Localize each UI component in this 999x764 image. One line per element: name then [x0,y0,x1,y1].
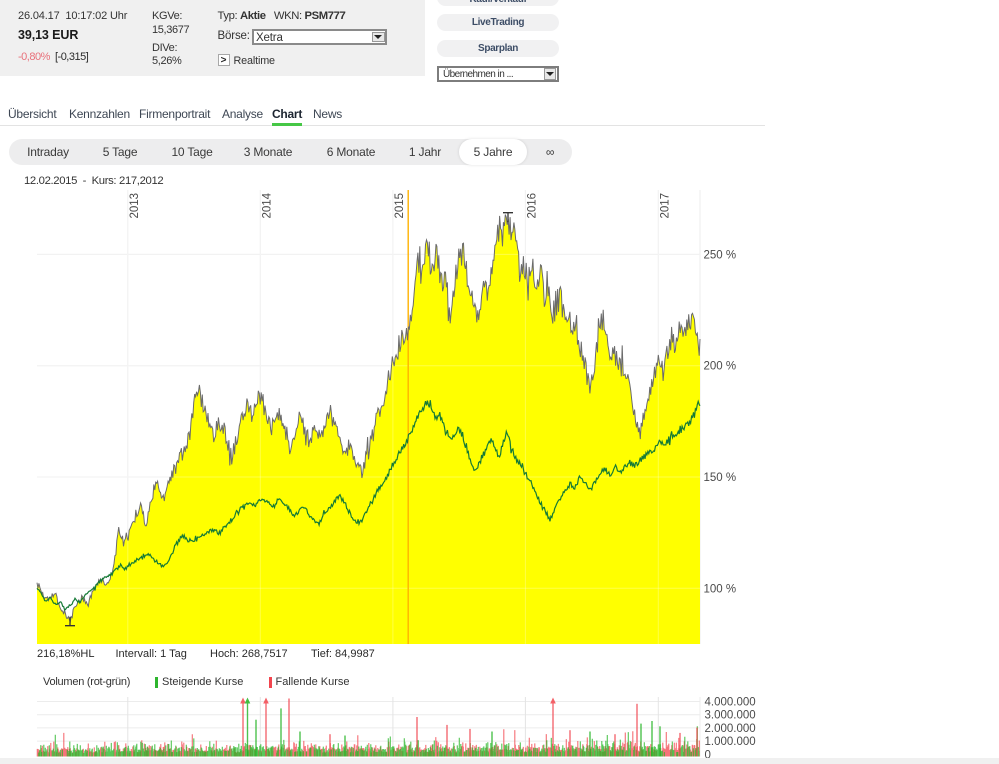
svg-text:200 %: 200 % [704,361,737,373]
svg-text:2017: 2017 [659,193,671,219]
svg-text:3.000.000: 3.000.000 [705,710,756,722]
svg-text:2013: 2013 [129,193,141,219]
svg-text:250 %: 250 % [704,249,737,261]
svg-text:1.000.000: 1.000.000 [705,736,756,748]
svg-text:100 %: 100 % [704,583,737,595]
svg-text:4.000.000: 4.000.000 [705,697,756,709]
svg-text:2.000.000: 2.000.000 [705,723,756,735]
svg-text:150 %: 150 % [704,472,737,484]
svg-text:2015: 2015 [394,193,406,219]
svg-text:2016: 2016 [526,193,538,219]
svg-text:0: 0 [705,749,711,761]
svg-text:2014: 2014 [261,192,273,218]
